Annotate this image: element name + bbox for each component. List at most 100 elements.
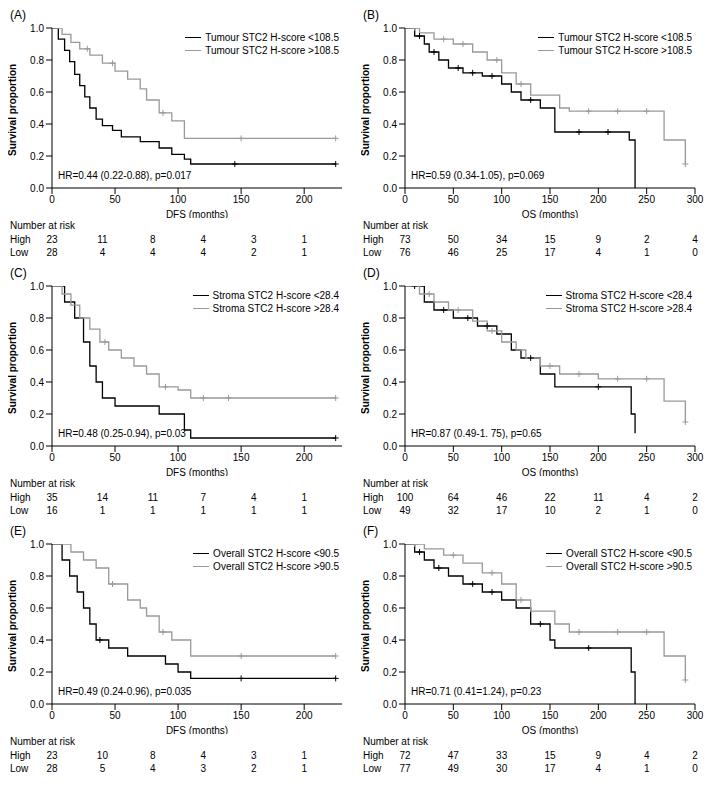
svg-text:0.6: 0.6 [30,603,44,614]
svg-text:200: 200 [296,710,313,721]
svg-text:0.8: 0.8 [30,571,44,582]
html-text:Number at risk: Number at risk [10,220,75,231]
svg-text:300: 300 [687,710,704,721]
svg-text:0.4: 0.4 [30,119,44,130]
svg-text:0.8: 0.8 [30,55,44,66]
svg-text:0.4: 0.4 [383,635,397,646]
svg-text:0.2: 0.2 [383,409,397,420]
svg-text:150: 150 [233,710,250,721]
svg-text:250: 250 [638,194,655,205]
svg-text:0.0: 0.0 [30,441,44,452]
svg-text:150: 150 [233,452,250,463]
svg-text:150: 150 [233,194,250,205]
svg-text:50: 50 [448,452,460,463]
svg-text:1.0: 1.0 [30,539,44,550]
svg-text:300: 300 [687,194,704,205]
svg-text:0.8: 0.8 [383,55,397,66]
svg-text:0.6: 0.6 [383,345,397,356]
html-text:28: 28 [46,247,58,258]
svg-text:DFS (months): DFS (months) [166,209,228,218]
svg-text:0.0: 0.0 [383,699,397,710]
svg-text:0.0: 0.0 [383,183,397,194]
svg-text:50: 50 [448,194,460,205]
svg-text:0.6: 0.6 [30,87,44,98]
svg-text:DFS (months): DFS (months) [166,725,228,734]
svg-text:0.4: 0.4 [30,635,44,646]
svg-text:0.0: 0.0 [30,183,44,194]
svg-text:OS (months): OS (months) [522,209,579,218]
html-text:(C): (C) [10,266,27,280]
svg-text:100: 100 [493,194,510,205]
svg-text:0.6: 0.6 [383,603,397,614]
svg-text:0.2: 0.2 [383,151,397,162]
svg-text:50: 50 [109,194,121,205]
svg-text:0.4: 0.4 [383,119,397,130]
svg-text:0.6: 0.6 [383,87,397,98]
svg-text:100: 100 [170,452,187,463]
svg-text:0.0: 0.0 [30,699,44,710]
svg-text:0.2: 0.2 [30,409,44,420]
svg-text:250: 250 [638,710,655,721]
html-text:(A): (A) [10,8,26,22]
svg-text:0: 0 [49,710,55,721]
svg-text:0.4: 0.4 [30,377,44,388]
svg-text:50: 50 [448,710,460,721]
svg-text:0.4: 0.4 [383,377,397,388]
html-text:Tumour STC2 H-score >108.5: Tumour STC2 H-score >108.5 [205,45,339,56]
svg-text:0: 0 [402,710,408,721]
svg-text:0.2: 0.2 [383,667,397,678]
svg-text:Survival proportion: Survival proportion [361,64,371,156]
svg-text:0.8: 0.8 [383,313,397,324]
svg-text:1.0: 1.0 [383,23,397,34]
svg-text:150: 150 [542,194,559,205]
svg-text:Survival proportion: Survival proportion [8,580,18,672]
svg-text:200: 200 [590,194,607,205]
svg-text:150: 150 [542,452,559,463]
svg-text:0.2: 0.2 [30,667,44,678]
svg-text:50: 50 [109,710,121,721]
html-text:Tumour STC2 H-score <108.5: Tumour STC2 H-score <108.5 [558,32,692,43]
svg-text:1.0: 1.0 [30,281,44,292]
svg-text:OS (months): OS (months) [522,725,579,734]
svg-text:200: 200 [590,452,607,463]
svg-text:1.0: 1.0 [383,281,397,292]
svg-text:0: 0 [402,452,408,463]
svg-text:1.0: 1.0 [30,23,44,34]
svg-text:100: 100 [493,710,510,721]
svg-text:200: 200 [296,194,313,205]
html-text:Tumour STC2 H-score <108.5: Tumour STC2 H-score <108.5 [205,32,339,43]
html-text:(E): (E) [10,524,26,538]
svg-text:Survival proportion: Survival proportion [8,64,18,156]
svg-text:0.6: 0.6 [30,345,44,356]
svg-text:0: 0 [49,194,55,205]
svg-text:DFS (months): DFS (months) [166,467,228,476]
svg-text:150: 150 [542,710,559,721]
svg-text:200: 200 [296,452,313,463]
svg-text:200: 200 [590,710,607,721]
svg-text:100: 100 [170,194,187,205]
svg-text:100: 100 [170,710,187,721]
svg-text:0.8: 0.8 [383,571,397,582]
svg-text:0: 0 [402,194,408,205]
svg-text:300: 300 [687,452,704,463]
svg-text:0.0: 0.0 [383,441,397,452]
svg-text:0: 0 [49,452,55,463]
html-text:HR=0.44 (0.22-0.88), p=0.017: HR=0.44 (0.22-0.88), p=0.017 [58,170,192,181]
html-text:(B): (B) [363,8,379,22]
svg-text:0.2: 0.2 [30,151,44,162]
svg-text:OS (months): OS (months) [522,467,579,476]
svg-text:Survival proportion: Survival proportion [361,580,371,672]
svg-text:1.0: 1.0 [383,539,397,550]
svg-text:Survival proportion: Survival proportion [361,322,371,414]
html-text:11: 11 [97,234,108,245]
svg-text:0.8: 0.8 [30,313,44,324]
svg-text:100: 100 [493,452,510,463]
svg-text:Survival proportion: Survival proportion [8,322,18,414]
html-text:(F): (F) [363,524,379,538]
html-text:High: High [10,234,31,245]
svg-text:250: 250 [638,452,655,463]
html-text:(D): (D) [363,266,380,280]
html-text:23: 23 [46,234,58,245]
svg-text:50: 50 [109,452,121,463]
html-text:Low: Low [10,247,29,258]
